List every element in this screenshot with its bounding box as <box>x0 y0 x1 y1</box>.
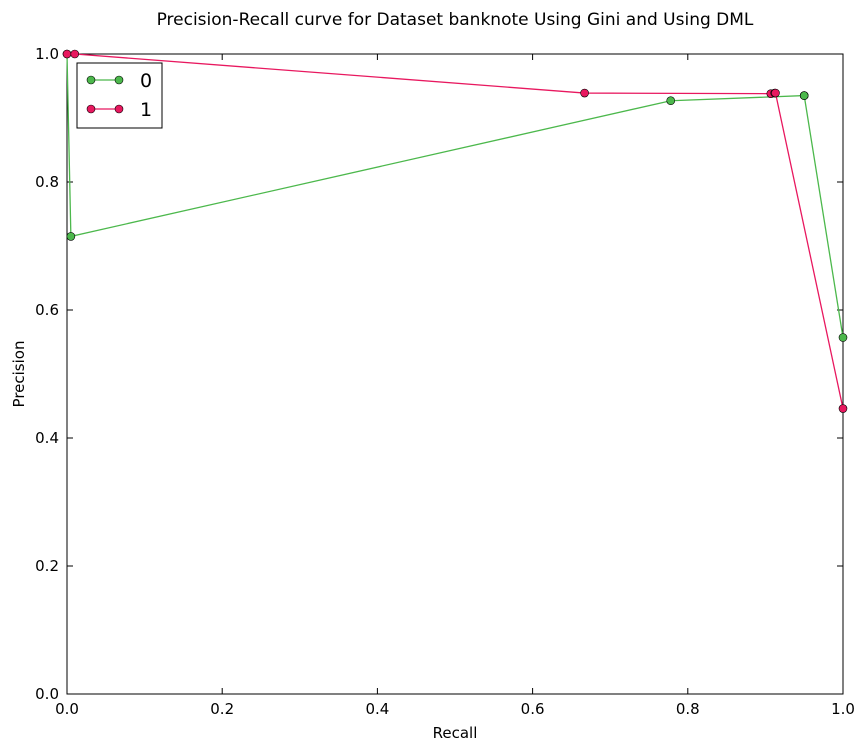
series-1-point <box>771 88 780 98</box>
legend-frame <box>76 62 163 129</box>
x-tick-label: 0.6 <box>521 700 545 718</box>
series-0-point <box>66 232 76 241</box>
legend-label-0: 0 <box>140 70 152 92</box>
series-1-point <box>70 49 80 59</box>
series-0-point <box>838 333 848 342</box>
x-axis-label: Recall <box>433 724 478 742</box>
x-tick-label: 0.4 <box>365 700 389 718</box>
legend-marker-1 <box>114 104 124 114</box>
series-line-0 <box>66 53 844 338</box>
x-tick-label: 1.0 <box>831 700 855 718</box>
series-1-point <box>838 404 848 413</box>
plot-area-frame <box>66 53 844 695</box>
y-axis-ticks: 0.0 0.2 0.4 0.6 0.8 1.0 <box>35 45 843 703</box>
legend-marker-1 <box>86 104 96 114</box>
series-layer <box>62 49 848 413</box>
legend-marker-0 <box>86 75 96 85</box>
x-tick-label: 0.2 <box>210 700 234 718</box>
x-tick-label: 0.8 <box>676 700 700 718</box>
y-tick-label: 0.6 <box>35 301 59 319</box>
y-axis-label: Precision <box>10 341 28 408</box>
legend-label-1: 1 <box>140 99 152 121</box>
y-tick-label: 0.4 <box>35 429 59 447</box>
series-0-point <box>799 91 809 100</box>
series-0-point <box>666 96 676 106</box>
series-line-1 <box>67 53 844 409</box>
y-tick-label: 0.8 <box>35 173 59 191</box>
series-1-point <box>580 88 589 98</box>
legend-marker-0 <box>114 75 124 85</box>
legend: 01 <box>76 62 163 129</box>
y-tick-label: 0.2 <box>35 557 59 575</box>
x-tick-label: 0.0 <box>55 700 79 718</box>
y-tick-label: 0.0 <box>35 685 59 703</box>
y-tick-label: 1.0 <box>35 45 59 63</box>
x-axis-ticks: 0.0 0.2 0.4 0.6 0.8 1.0 <box>55 54 855 718</box>
chart-title: Precision-Recall curve for Dataset bankn… <box>157 10 754 30</box>
series-1-point <box>62 49 72 59</box>
